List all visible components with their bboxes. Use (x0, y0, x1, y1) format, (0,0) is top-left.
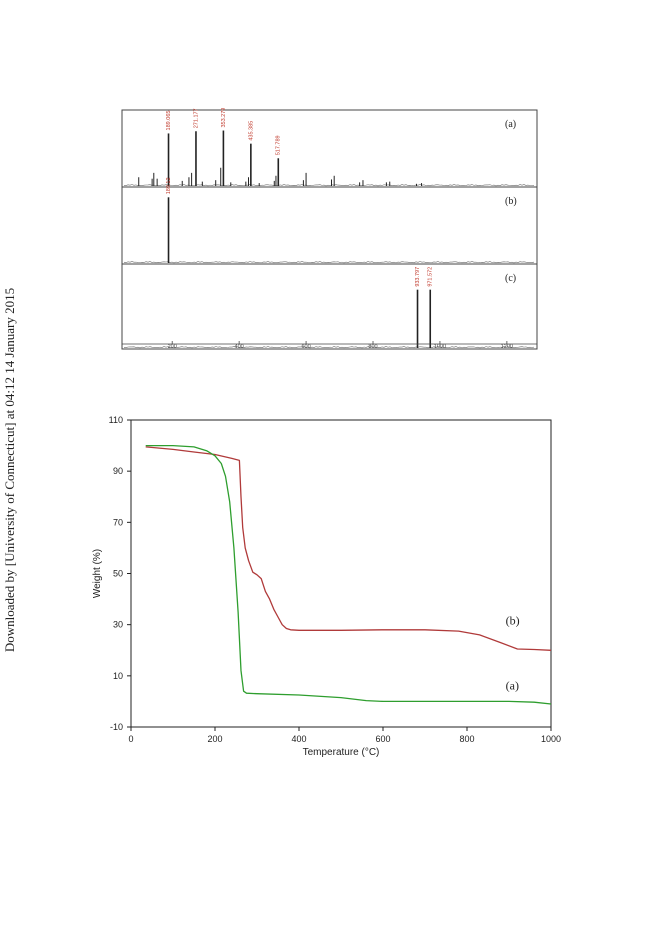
tga-series-line (145, 446, 552, 651)
tga-y-tick-label: 10 (113, 671, 123, 681)
ms-panel-label: (a) (505, 119, 516, 130)
tga-curve-label: (b) (506, 614, 520, 628)
tga-y-tick-label: 110 (109, 415, 123, 425)
ms-peak-label: 971.572 (428, 267, 434, 287)
tga-y-axis-label: Weight (%) (92, 549, 103, 598)
tga-x-tick-label: 400 (291, 734, 306, 744)
mass-spectra-chart: 189.065 271.177 353.279435.385517.789(a)18… (121, 108, 538, 350)
tga-x-tick-label: 200 (207, 734, 222, 744)
ms-panel-3: 933.797 971.572 (c) (122, 263, 537, 349)
tga-plot-frame (130, 419, 552, 728)
tga-y-tick-label: 30 (113, 620, 123, 630)
ms-panel-label: (b) (505, 196, 517, 207)
tga-chart: 0 200 400 600 800 1000 -10 10 30 50 70 90 110 Tempera… (92, 415, 561, 758)
ms-peak-label: 517.789 (276, 135, 282, 155)
ms-peak-label: 271.177 (193, 108, 199, 128)
ms-peak-label: 933.797 (415, 267, 421, 287)
ms-x-tick-label: 600 (301, 344, 310, 350)
tga-x-axis-label: Temperature (°C) (303, 747, 380, 758)
ms-peak-label: 435.385 (248, 121, 254, 141)
tga-curve-label: (a) (506, 678, 519, 692)
ms-x-tick-label: 1000 (434, 344, 446, 350)
tga-x-tick-label: 1000 (541, 734, 561, 744)
tga-y-tick-label: 70 (113, 517, 123, 527)
tga-x-tick-label: 0 (128, 734, 133, 744)
ms-panel-1: 189.065 271.177 353.279 435.385 517.789 (a) (123, 108, 535, 187)
ms-panel-2: 189.12 (b) (122, 177, 537, 264)
ms-baseline (123, 346, 535, 349)
tga-x-tick-label: 800 (459, 734, 474, 744)
ms-x-tick-label: 400 (235, 344, 244, 350)
ms-frame (121, 109, 538, 350)
ms-x-tick-label: 1200 (501, 344, 513, 350)
ms-x-tick-label: 800 (368, 344, 377, 350)
ms-peak-label: 353.279 (221, 108, 227, 128)
ms-peak-label: 189.12 (166, 177, 172, 194)
ms-x-tick-label: 200 (168, 344, 177, 350)
ms-baseline (123, 184, 535, 187)
tga-y-tick-label: -10 (110, 722, 123, 732)
ms-panel-label: (c) (505, 273, 516, 284)
tga-y-tick-label: 90 (113, 466, 123, 476)
ms-baseline (123, 261, 535, 264)
tga-series-line (145, 444, 552, 705)
tga-y-tick-label: 50 (113, 569, 123, 579)
tga-x-tick-label: 600 (375, 734, 390, 744)
ms-peak-label: 189.065 (166, 111, 172, 131)
